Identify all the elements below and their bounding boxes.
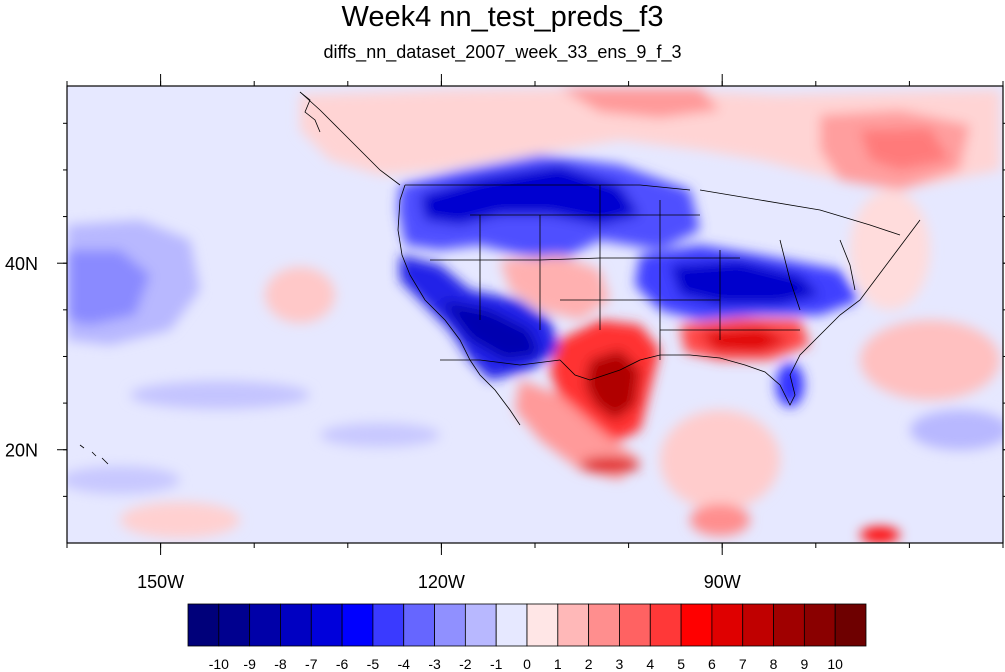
colorbar-swatch: [711, 603, 744, 647]
colorbar-label: -3: [428, 656, 441, 672]
lat-tick-label: 40N: [5, 254, 38, 274]
colorbar-swatch: [742, 603, 774, 647]
colorbar-label: -7: [305, 656, 318, 672]
colorbar-label: 0: [523, 656, 531, 672]
colorbar-label: 4: [646, 656, 654, 672]
colorbar-swatch: [403, 603, 435, 647]
colorbar-swatch: [434, 603, 466, 647]
colorbar-swatch: [588, 603, 620, 647]
colorbar: [187, 603, 867, 647]
colorbar-swatch: [803, 603, 836, 647]
colorbar-label: 5: [677, 656, 685, 672]
colorbar-label: -4: [398, 656, 411, 672]
colorbar-label: -6: [336, 656, 349, 672]
colorbar-label: 9: [800, 656, 808, 672]
plot-subtitle: diffs_nn_dataset_2007_week_33_ens_9_f_3: [323, 42, 682, 62]
colorbar-swatch: [310, 603, 343, 647]
colorbar-swatch: [526, 603, 559, 647]
colorbar-label: 2: [585, 656, 593, 672]
colorbar-label: -5: [367, 656, 380, 672]
colorbar-label: 6: [708, 656, 716, 672]
colorbar-label: -10: [209, 656, 229, 672]
colorbar-swatch: [464, 603, 497, 647]
colorbar-label: 8: [770, 656, 778, 672]
colorbar-label: 10: [827, 656, 843, 672]
colorbar-label: 1: [554, 656, 562, 672]
colorbar-swatch: [341, 603, 374, 647]
map-outlines: [79, 91, 921, 465]
colorbar-swatch: [680, 603, 713, 647]
plot-title: Week4 nn_test_preds_f3: [341, 1, 664, 33]
colorbar-swatch: [218, 603, 251, 647]
lon-tick-label: 120W: [418, 572, 465, 592]
colorbar-swatch: [372, 603, 405, 647]
colorbar-swatch: [619, 603, 651, 647]
colorbar-swatch: [187, 603, 220, 647]
lon-tick-label: 90W: [704, 572, 741, 592]
colorbar-label: 3: [616, 656, 624, 672]
lon-tick-label: 150W: [137, 572, 184, 592]
contour-field: [67, 86, 1003, 543]
colorbar-label: -1: [490, 656, 503, 672]
lat-tick-label: 20N: [5, 441, 38, 461]
colorbar-label: -2: [459, 656, 472, 672]
colorbar-labels: -10 -9 -8 -7 -6 -5 -4 -3 -2 -1 0 1 2 3 4 5 6 7 8 9 10: [209, 656, 843, 672]
colorbar-swatch: [773, 603, 805, 647]
colorbar-swatch: [280, 603, 312, 647]
colorbar-label: -9: [243, 656, 256, 672]
colorbar-label: -8: [274, 656, 287, 672]
colorbar-swatch: [557, 603, 590, 647]
colorbar-swatch: [249, 603, 281, 647]
colorbar-swatch: [834, 603, 867, 647]
colorbar-label: 7: [739, 656, 747, 672]
colorbar-swatch: [495, 603, 528, 647]
colorbar-swatch: [649, 603, 682, 647]
axis-ticks: 150W 120W 90W 40N 20N: [5, 74, 1005, 592]
